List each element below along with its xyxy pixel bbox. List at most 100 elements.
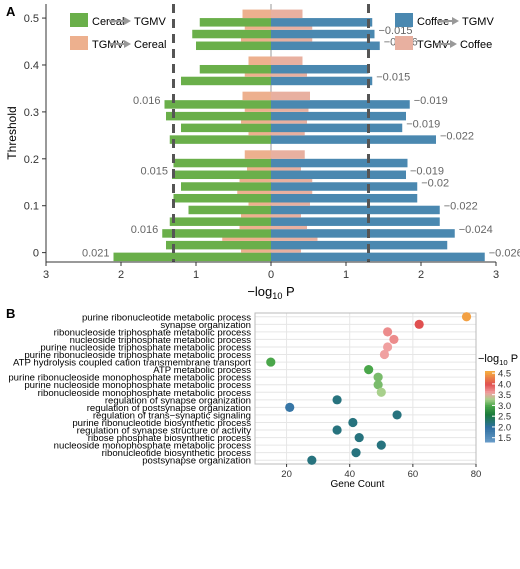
colorbar-segment bbox=[485, 402, 495, 406]
bar-cereal-to-tgmv bbox=[172, 170, 271, 180]
term-label: purine ribonucleoside triphosphate metab… bbox=[24, 350, 251, 361]
legend-to: TGMV bbox=[462, 16, 494, 28]
point bbox=[461, 312, 472, 322]
legend-swatch bbox=[395, 36, 413, 50]
point bbox=[285, 402, 295, 412]
term-label: regulation of postsynapse organization bbox=[87, 403, 251, 414]
point bbox=[376, 387, 386, 397]
bar-coffee-to-tgmv bbox=[271, 100, 410, 109]
bar-coffee-to-tgmv bbox=[271, 217, 440, 226]
colorbar-title: −log10 P bbox=[478, 353, 518, 367]
bar-label-right: −0.02 bbox=[421, 177, 449, 189]
point bbox=[307, 455, 317, 465]
legend-to: Coffee bbox=[460, 39, 492, 51]
legend-entry: TGMV Cereal bbox=[70, 36, 166, 51]
bar-coffee-to-tgmv bbox=[271, 111, 406, 121]
colorbar-segment bbox=[485, 434, 495, 438]
term-label: purine ribonucleoside monophosphate meta… bbox=[8, 373, 251, 384]
point bbox=[392, 410, 402, 420]
bar-label-left: 0.015 bbox=[140, 166, 168, 178]
colorbar-segment bbox=[485, 381, 495, 384]
legend-swatch bbox=[70, 36, 88, 50]
point bbox=[383, 327, 393, 337]
colorbar-tick-label: 2.0 bbox=[498, 422, 511, 433]
legend-swatch bbox=[70, 13, 88, 27]
term-label: purine nucleoside triphosphate metabolic… bbox=[40, 342, 251, 353]
x-tick-label-b: 40 bbox=[344, 469, 355, 480]
x-tick-label-a: 2 bbox=[418, 269, 424, 281]
x-tick-label-a: 3 bbox=[43, 269, 49, 281]
colorbar-segment bbox=[485, 408, 495, 411]
chart-a: 0.021 −0.026 0.016 −0.024 −0.022 −0.02 0.015 −0… bbox=[5, 4, 520, 301]
bar-label-left: 0.021 bbox=[82, 248, 110, 260]
legend-from: Cereal bbox=[92, 16, 124, 28]
bar-coffee-to-tgmv bbox=[271, 193, 418, 203]
legend-entry: TGMV Coffee bbox=[395, 36, 492, 51]
bar-label-right: −0.026 bbox=[489, 248, 520, 260]
bar-label-right: −0.019 bbox=[414, 95, 448, 107]
y-tick-label-a: 0 bbox=[33, 248, 39, 260]
legend-from: TGMV bbox=[92, 39, 124, 51]
colorbar-segment bbox=[485, 378, 495, 381]
bar-cereal-to-tgmv bbox=[169, 135, 271, 144]
legend-swatch bbox=[395, 13, 413, 27]
term-label: synapse organization bbox=[160, 320, 251, 331]
colorbar-segment bbox=[485, 440, 495, 443]
point bbox=[373, 372, 383, 382]
point bbox=[266, 357, 276, 367]
term-label: regulation of synapse structure or activ… bbox=[77, 426, 252, 437]
bar-cereal-to-tgmv bbox=[188, 205, 271, 215]
x-tick-label-a: 1 bbox=[193, 269, 199, 281]
point bbox=[354, 432, 364, 443]
legend-arrow-head bbox=[124, 40, 131, 48]
term-label: purine ribonucleotide metabolic process bbox=[82, 312, 251, 323]
bar-cereal-to-tgmv bbox=[169, 217, 271, 226]
term-label: ribonucleotide biosynthetic process bbox=[102, 448, 252, 459]
colorbar-segment bbox=[485, 438, 495, 441]
bar-cereal-to-tgmv bbox=[199, 64, 271, 74]
bar-coffee-to-tgmv bbox=[271, 41, 380, 51]
bar-coffee-to-tgmv bbox=[271, 229, 455, 238]
bar-cereal-to-tgmv bbox=[166, 111, 271, 121]
bar-tgmv-to-coffee bbox=[271, 150, 305, 159]
colorbar-segment bbox=[485, 397, 495, 400]
term-label: ATP hydrolysis coupled cation transmembr… bbox=[13, 358, 251, 369]
colorbar-segment bbox=[485, 422, 495, 425]
legend-arrow-head bbox=[124, 17, 131, 25]
bar-tgmv-to-cereal bbox=[248, 56, 271, 65]
x-axis-title-a: −log10 P bbox=[247, 284, 294, 301]
colorbar-segment bbox=[485, 417, 495, 420]
legend-to: Cereal bbox=[134, 39, 166, 51]
colorbar-segment bbox=[485, 374, 495, 377]
bar-coffee-to-tgmv bbox=[271, 205, 440, 215]
x-tick-label-a: 1 bbox=[343, 269, 349, 281]
colorbar-segment bbox=[485, 392, 495, 395]
term-label: ATP metabolic process bbox=[153, 365, 251, 376]
bar-tgmv-to-coffee bbox=[271, 9, 303, 19]
colorbar-segment bbox=[485, 399, 495, 402]
bar-tgmv-to-cereal bbox=[244, 150, 271, 159]
panel-a-label: A bbox=[6, 4, 16, 19]
bar-label-left: 0.016 bbox=[133, 95, 161, 107]
term-label: ribose phosphate biosynthetic process bbox=[88, 433, 251, 444]
bar-coffee-to-tgmv bbox=[271, 182, 418, 191]
bar-coffee-to-tgmv bbox=[271, 170, 406, 180]
legend-from: TGMV bbox=[417, 39, 449, 51]
point bbox=[332, 395, 342, 405]
colorbar-segment bbox=[485, 376, 495, 379]
bar-row bbox=[199, 9, 373, 27]
colorbar-segment bbox=[485, 418, 495, 422]
colorbar-segment bbox=[485, 424, 495, 427]
colorbar-tick-label: 3.0 bbox=[498, 401, 511, 412]
x-tick-label-a: 2 bbox=[118, 269, 124, 281]
colorbar-segment bbox=[485, 413, 495, 416]
colorbar-segment bbox=[485, 371, 495, 374]
bar-label-right: −0.024 bbox=[459, 224, 493, 236]
y-axis-title-a: Threshold bbox=[5, 106, 19, 159]
bar-label-right: −0.022 bbox=[444, 201, 478, 213]
bar-tgmv-to-coffee bbox=[271, 91, 310, 101]
bar-coffee-to-tgmv bbox=[271, 29, 375, 39]
colorbar-segment bbox=[485, 372, 495, 376]
